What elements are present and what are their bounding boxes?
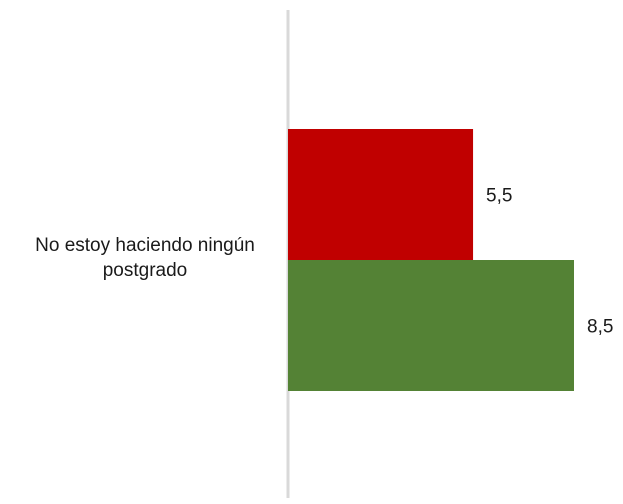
bar-series-1 bbox=[288, 129, 474, 260]
data-labels-group: 5,5 8,5 bbox=[486, 186, 613, 338]
data-label-series-2: 8,5 bbox=[587, 317, 613, 338]
bar-series-2 bbox=[288, 260, 574, 391]
bars-group bbox=[288, 129, 574, 391]
category-label: No estoy haciendo ningún postgrado bbox=[35, 235, 255, 281]
data-label-series-1: 5,5 bbox=[486, 186, 512, 207]
